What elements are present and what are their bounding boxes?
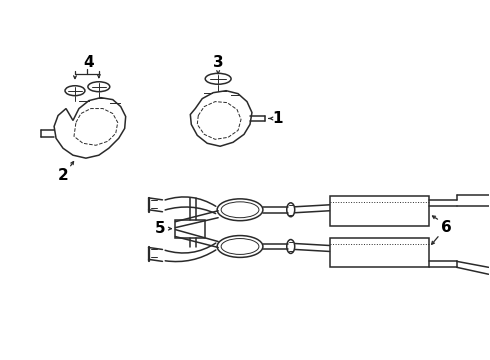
Text: 6: 6 (441, 220, 452, 235)
Text: 3: 3 (213, 55, 223, 71)
Text: 5: 5 (155, 221, 166, 236)
Text: 1: 1 (272, 111, 283, 126)
Text: 2: 2 (58, 167, 69, 183)
Text: 4: 4 (84, 55, 94, 71)
